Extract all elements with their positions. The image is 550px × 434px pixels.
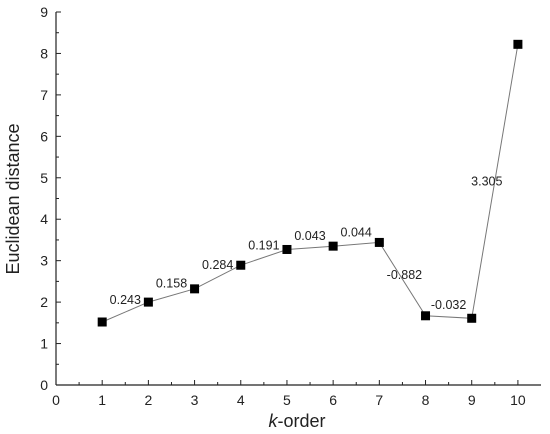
y-tick-label: 8 — [40, 45, 48, 61]
y-tick-label: 0 — [40, 377, 48, 393]
data-point — [374, 237, 384, 247]
x-tick-label: 0 — [52, 392, 60, 408]
y-tick-label: 1 — [40, 336, 48, 352]
y-tick-label: 5 — [40, 170, 48, 186]
x-tick-label: 6 — [329, 392, 337, 408]
data-label: 0.043 — [294, 229, 325, 243]
x-tick-label: 1 — [98, 392, 106, 408]
data-label: 0.284 — [202, 258, 233, 272]
data-label: 0.191 — [248, 238, 279, 252]
x-tick-label: 4 — [237, 392, 245, 408]
x-tick-label: 3 — [191, 392, 199, 408]
y-tick-label: 9 — [40, 4, 48, 20]
x-axis-title-rest: -order — [277, 411, 325, 431]
x-tick-label: 2 — [144, 392, 152, 408]
data-point — [467, 313, 477, 323]
y-tick-label: 3 — [40, 253, 48, 269]
x-tick-label: 5 — [283, 392, 291, 408]
y-tick-label: 4 — [40, 211, 48, 227]
y-axis-title: Euclidean distance — [3, 123, 23, 274]
data-point — [190, 284, 200, 294]
axes: 0 1 2 3 4 5 6 7 8 9 0 1 2 3 4 5 6 7 8 9 10 — [40, 4, 541, 408]
data-labels: 0.243 0.158 0.284 0.191 0.043 0.044 -0.882 -0.0… — [110, 174, 503, 312]
series-line — [102, 44, 519, 323]
series-group — [97, 39, 523, 327]
data-point — [143, 297, 153, 307]
y-tick-label: 2 — [40, 294, 48, 310]
x-tick-label: 8 — [422, 392, 430, 408]
data-point — [236, 260, 246, 270]
data-label: 0.044 — [341, 225, 372, 239]
data-label: -0.032 — [431, 298, 466, 312]
data-point — [513, 39, 523, 49]
data-point — [282, 244, 292, 254]
y-tick-label: 6 — [40, 128, 48, 144]
data-label: 0.158 — [156, 277, 187, 291]
data-label: 0.243 — [110, 293, 141, 307]
data-point — [97, 317, 107, 327]
x-tick-label: 7 — [375, 392, 383, 408]
data-label: -0.882 — [387, 268, 422, 282]
x-tick-label: 10 — [510, 392, 526, 408]
x-tick-label: 9 — [468, 392, 476, 408]
x-axis-title-italic: k — [268, 411, 278, 431]
y-tick-label: 7 — [40, 87, 48, 103]
data-label: 3.305 — [471, 174, 502, 188]
data-point — [421, 311, 431, 321]
data-point — [328, 241, 338, 251]
x-axis-title: k-order — [268, 411, 325, 431]
